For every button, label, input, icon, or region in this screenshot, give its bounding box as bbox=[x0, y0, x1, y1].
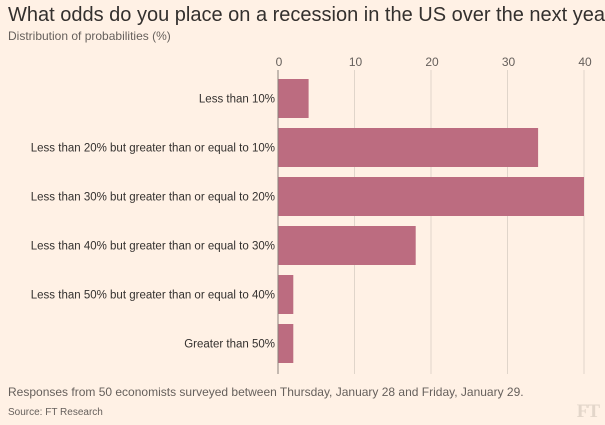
bar bbox=[278, 177, 584, 216]
category-label: Greater than 50% bbox=[184, 339, 275, 351]
category-label: Less than 20% but greater than or equal … bbox=[31, 143, 275, 155]
category-label: Less than 10% bbox=[199, 94, 275, 106]
x-axis-ticks: 0 10 20 30 40 bbox=[276, 55, 592, 69]
survey-note: Responses from 50 economists surveyed be… bbox=[8, 385, 524, 399]
x-tick-label: 30 bbox=[502, 55, 516, 69]
bar bbox=[278, 79, 309, 118]
category-label: Less than 40% but greater than or equal … bbox=[31, 241, 275, 253]
chart-subtitle: Distribution of probabilities (%) bbox=[8, 29, 171, 43]
x-tick-label: 0 bbox=[276, 55, 283, 69]
bars bbox=[278, 79, 584, 363]
category-label: Less than 50% but greater than or equal … bbox=[31, 290, 275, 302]
bar bbox=[278, 128, 539, 167]
source-note: Source: FT Research bbox=[8, 407, 103, 418]
bar bbox=[278, 226, 416, 265]
bar bbox=[278, 275, 294, 314]
ft-logo: FT bbox=[576, 401, 600, 422]
category-labels: Less than 10% Less than 20% but greater t… bbox=[31, 94, 275, 351]
category-label: Less than 30% but greater than or equal … bbox=[31, 192, 275, 204]
x-tick-label: 10 bbox=[349, 55, 363, 69]
x-tick-label: 40 bbox=[578, 55, 592, 69]
grid-lines bbox=[354, 70, 585, 374]
x-tick-label: 20 bbox=[425, 55, 439, 69]
chart-title: What odds do you place on a recession in… bbox=[8, 4, 605, 26]
bar bbox=[278, 324, 294, 363]
